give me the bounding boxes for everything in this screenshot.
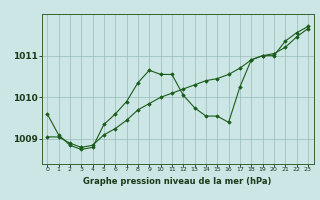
X-axis label: Graphe pression niveau de la mer (hPa): Graphe pression niveau de la mer (hPa) — [84, 177, 272, 186]
